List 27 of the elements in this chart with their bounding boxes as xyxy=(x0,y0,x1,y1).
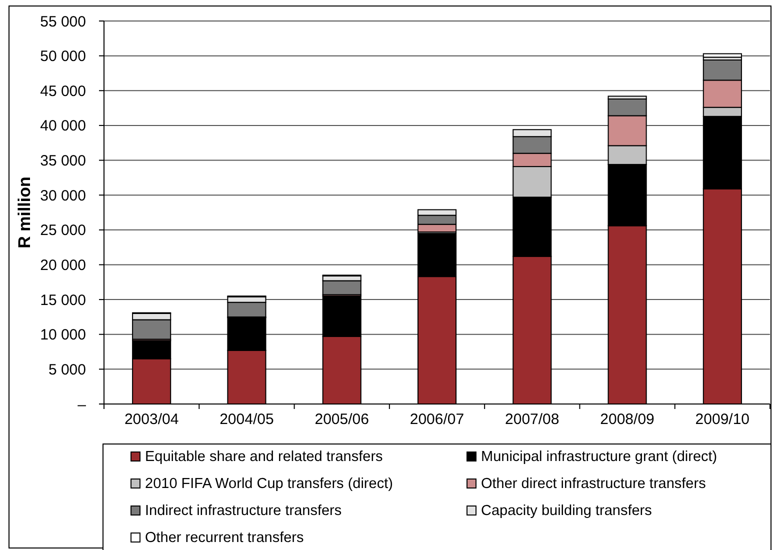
legend-label: Other recurrent transfers xyxy=(145,530,304,546)
x-tick-label: 2005/06 xyxy=(314,411,369,428)
legend-label: Equitable share and related transfers xyxy=(145,449,383,466)
x-tick-label: 2004/05 xyxy=(220,411,274,428)
legend-label: Indirect infrastructure transfers xyxy=(145,503,342,520)
y-tick-label: 35 000 xyxy=(40,152,86,170)
y-tick-label: 20 000 xyxy=(40,256,86,274)
x-tick-label: 2007/08 xyxy=(505,411,560,428)
x-tick-label: 2006/07 xyxy=(410,411,464,428)
y-tick-label: 30 000 xyxy=(40,187,86,204)
y-tick-label: 15 000 xyxy=(40,292,86,309)
legend-label: Municipal infrastructure grant (direct) xyxy=(481,449,718,466)
x-tick-label: 2003/04 xyxy=(124,411,179,428)
legend-label: Other direct infrastructure transfers xyxy=(481,476,706,492)
legend-label: Capacity building transfers xyxy=(481,503,652,520)
y-tick-label: 55 000 xyxy=(40,13,86,30)
y-tick-label: 40 000 xyxy=(40,118,86,135)
y-tick-label: 45 000 xyxy=(40,82,86,100)
y-tick-label: 25 000 xyxy=(40,222,86,240)
y-tick-label: – xyxy=(78,396,87,414)
y-tick-label: 50 000 xyxy=(40,48,86,66)
y-tick-label: 10 000 xyxy=(40,326,86,344)
x-tick-label: 2009/10 xyxy=(695,411,750,428)
y-axis-title: R million xyxy=(15,176,34,248)
legend-label: 2010 FIFA World Cup transfers (direct) xyxy=(145,476,393,492)
y-tick-label: 5 000 xyxy=(48,361,86,378)
x-tick-label: 2008/09 xyxy=(600,411,654,428)
